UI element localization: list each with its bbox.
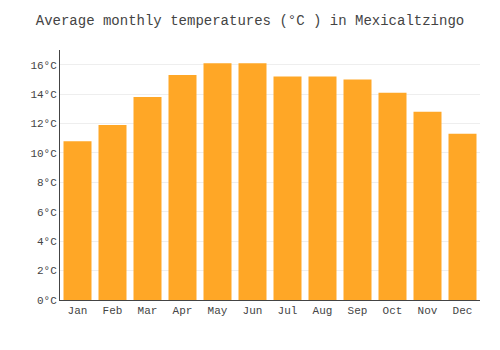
svg-text:2°C: 2°C (37, 265, 57, 277)
svg-text:Mar: Mar (138, 305, 158, 317)
svg-text:16°C: 16°C (30, 60, 57, 72)
svg-text:Apr: Apr (173, 305, 193, 317)
svg-text:10°C: 10°C (30, 148, 57, 160)
svg-text:Dec: Dec (453, 305, 473, 317)
svg-text:12°C: 12°C (30, 118, 57, 130)
svg-text:Jun: Jun (243, 305, 263, 317)
svg-text:May: May (208, 305, 228, 317)
svg-text:Jul: Jul (278, 305, 298, 317)
svg-text:Sep: Sep (348, 305, 368, 317)
svg-text:6°C: 6°C (37, 207, 57, 219)
svg-text:Jan: Jan (68, 305, 88, 317)
svg-text:4°C: 4°C (37, 236, 57, 248)
svg-text:14°C: 14°C (30, 89, 57, 101)
svg-text:8°C: 8°C (37, 177, 57, 189)
svg-text:Nov: Nov (418, 305, 438, 317)
svg-text:Feb: Feb (103, 305, 123, 317)
svg-text:Oct: Oct (383, 305, 403, 317)
svg-text:Average monthly temperatures (: Average monthly temperatures (°C ) in Me… (36, 13, 464, 29)
svg-text:0°C: 0°C (37, 295, 57, 307)
svg-text:Aug: Aug (313, 305, 333, 317)
